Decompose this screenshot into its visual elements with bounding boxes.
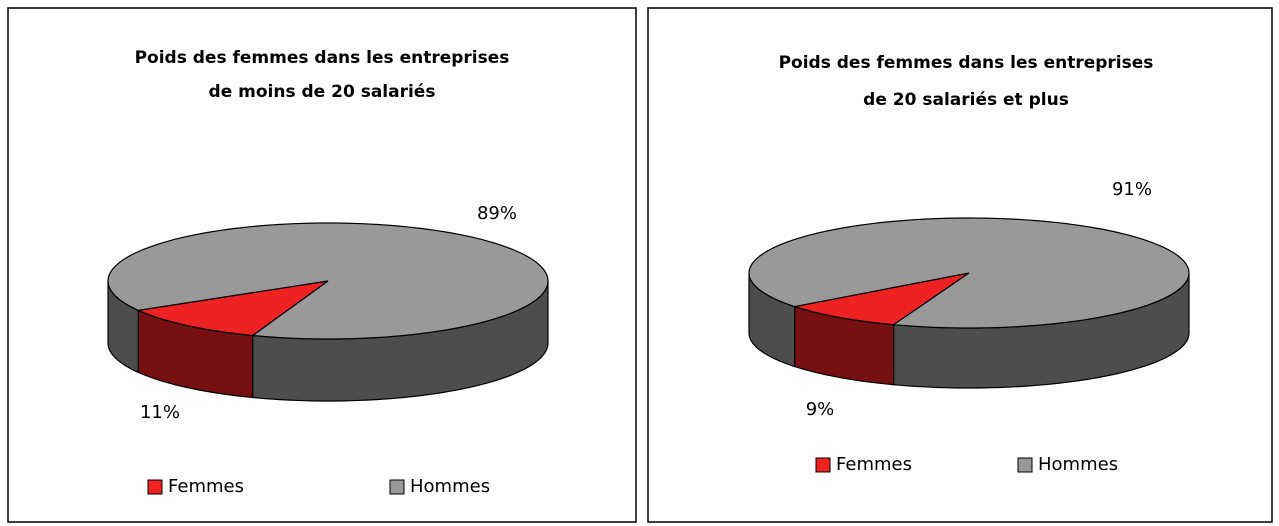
legend-label: Femmes (836, 454, 912, 475)
pie-slice (107, 222, 549, 340)
data-label: 9% (806, 399, 835, 420)
legend-label: Hommes (410, 476, 490, 497)
chart-title: Poids des femmes dans les entreprises (779, 53, 1154, 73)
chart-title: de 20 salariés et plus (863, 90, 1069, 110)
legend-label: Hommes (1038, 454, 1118, 475)
legend-swatch (1017, 457, 1033, 473)
chart-title: de moins de 20 salariés (209, 82, 436, 102)
legend-label: Femmes (168, 476, 244, 497)
chart-title: Poids des femmes dans les entreprises (135, 48, 510, 68)
pie-slice (794, 272, 970, 326)
pie-slice (136, 280, 329, 337)
data-label: 89% (477, 203, 517, 224)
legend-swatch (389, 479, 405, 495)
data-label: 91% (1112, 179, 1152, 200)
legend-swatch (815, 457, 831, 473)
data-label: 11% (140, 402, 180, 423)
pie-slice (748, 217, 1190, 329)
legend-swatch (147, 479, 163, 495)
